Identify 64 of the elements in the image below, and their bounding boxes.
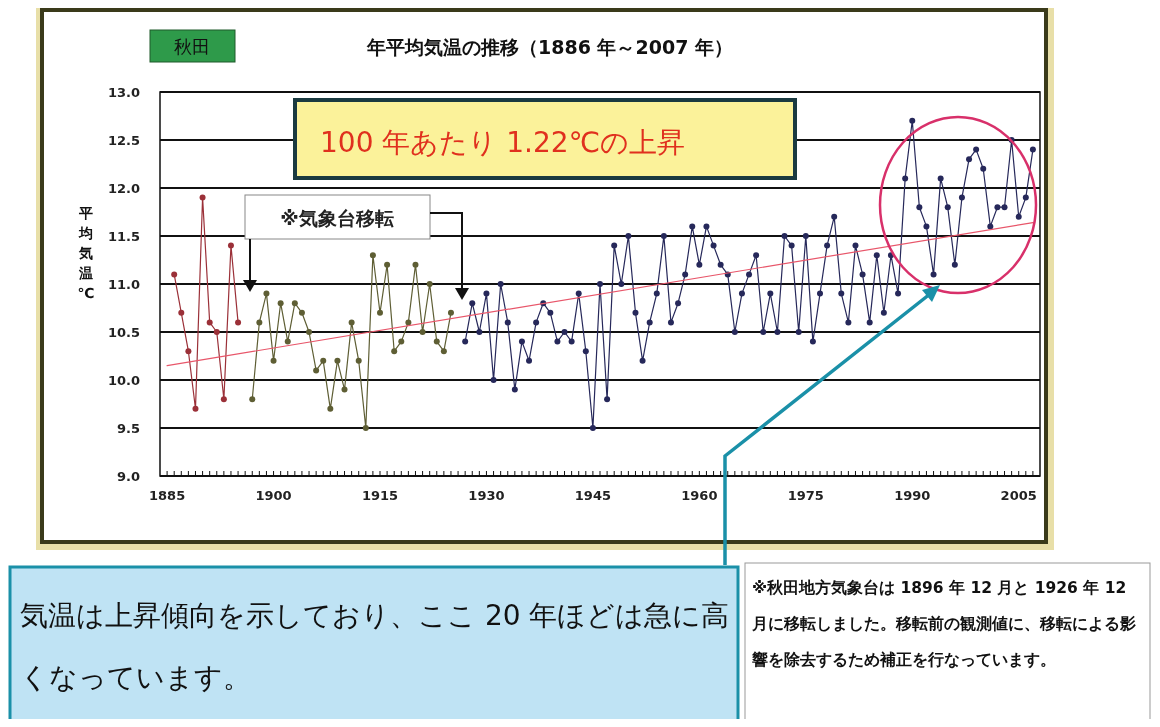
y-axis-title: 平均気温℃: [77, 205, 95, 301]
y-tick-label: 12.5: [107, 133, 140, 148]
y-tick-label: 10.5: [107, 325, 140, 340]
point: [426, 281, 433, 287]
point: [405, 319, 412, 326]
point: [263, 290, 270, 297]
point: [270, 357, 277, 364]
point: [291, 300, 298, 307]
point: [277, 300, 284, 307]
point: [355, 357, 362, 364]
point: [334, 357, 341, 364]
y-tick-label: 11.5: [107, 229, 140, 244]
point: [447, 309, 454, 316]
chart-subtitle: 秋田: [174, 36, 210, 57]
point: [384, 261, 391, 268]
text: ※秋田地方気象台は 1896 年 12 月と 1926 年 12 月に移転しました。移転前の観測値に、移転による影響を除去するため補正を行なっています。: [752, 578, 1137, 671]
point: [391, 348, 398, 355]
point: [419, 329, 426, 335]
point: [306, 329, 313, 335]
point: [213, 329, 220, 335]
x-tick-label: 1990: [894, 488, 931, 503]
x-tick-label: 1960: [681, 488, 718, 503]
point: [178, 309, 185, 316]
y-tick-label: 12.0: [107, 181, 140, 196]
x-tick-label: 1885: [149, 488, 186, 503]
x-tick-label: 1975: [787, 488, 824, 503]
point: [327, 405, 334, 412]
point: [440, 348, 447, 355]
x-tick-label: 1930: [468, 488, 505, 503]
y-tick-label: 9.5: [116, 421, 140, 436]
y-tick-label: 13.0: [107, 85, 140, 100]
point: [235, 319, 242, 326]
x-tick-label: 2005: [1000, 488, 1037, 503]
x-tick-label: 1945: [574, 488, 611, 503]
x-tick-label: 1900: [255, 488, 292, 503]
point: [171, 271, 178, 278]
point: [377, 309, 383, 316]
point: [227, 242, 234, 249]
point: [284, 338, 291, 345]
point: [199, 194, 206, 201]
point: [369, 252, 376, 259]
point: [362, 425, 369, 431]
point: [220, 396, 227, 403]
point: [249, 396, 256, 403]
y-tick-label: 11.0: [107, 277, 140, 292]
point: [192, 405, 199, 412]
annotation: 100 年あたり 1.22℃の上昇: [320, 126, 686, 159]
point: [313, 367, 320, 374]
point: [398, 338, 405, 345]
x-tick-label: 1915: [361, 488, 399, 503]
point: [298, 309, 305, 316]
point: [412, 261, 419, 268]
point: [206, 319, 213, 326]
point: [185, 348, 192, 355]
point: [256, 319, 263, 326]
text: 気温は上昇傾向を示しており、ここ 20 年ほどは急に高くなっています。: [20, 598, 731, 696]
chart-title: 年平均気温の推移（1886 年～2007 年）: [366, 36, 733, 58]
point: [433, 338, 440, 345]
point: [320, 357, 327, 364]
point: [348, 319, 355, 326]
y-tick-label: 10.0: [107, 373, 140, 388]
point: [341, 386, 348, 393]
y-tick-label: 9.0: [116, 469, 140, 484]
annotation: ※気象台移転: [280, 207, 394, 229]
